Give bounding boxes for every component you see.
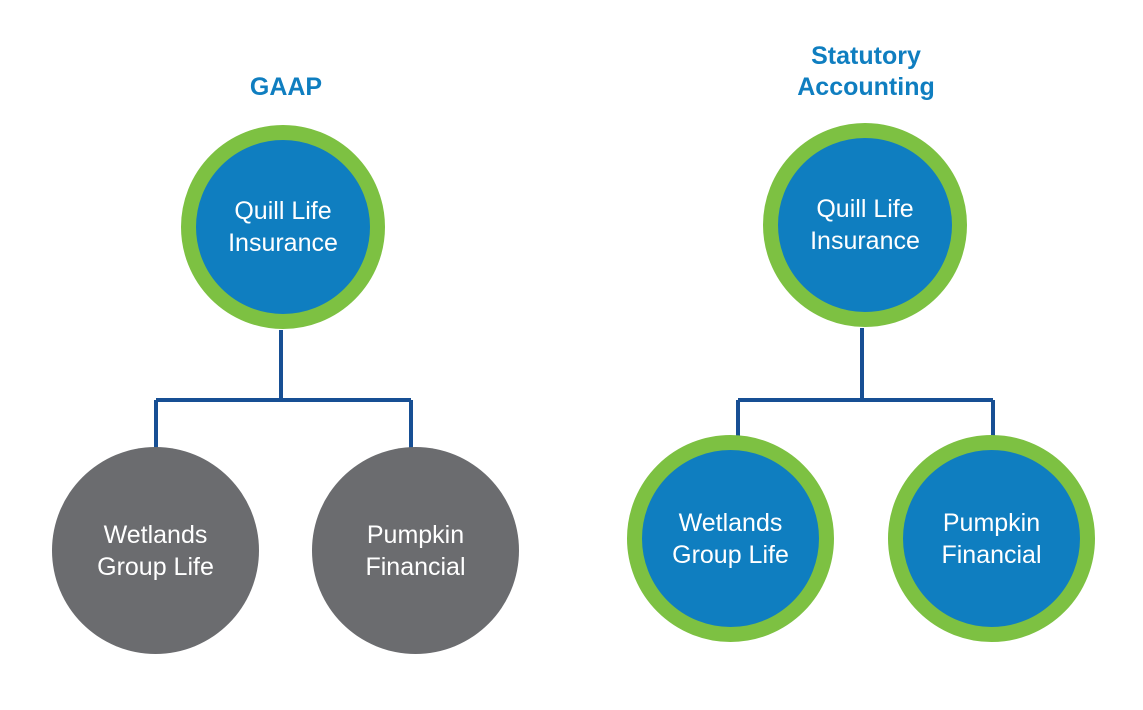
statutory-title-line1: Statutory	[811, 42, 921, 70]
gaap-child-left-label-line2: Group Life	[97, 552, 214, 581]
gaap-parent-label-line2: Insurance	[228, 229, 338, 257]
stat-child-right-label-line2: Financial	[941, 540, 1042, 569]
stat-parent-label-line2: Insurance	[810, 227, 920, 255]
statutory-title: Statutory Accounting	[746, 41, 986, 103]
gaap-child-left-node: Wetlands Group Life	[52, 447, 259, 654]
gaap-child-right-label: Pumpkin Financial	[365, 519, 465, 583]
gaap-parent-label: Quill Life Insurance	[228, 195, 338, 259]
gaap-parent-node: Quill Life Insurance	[181, 125, 385, 329]
stat-child-right-node: Pumpkin Financial	[888, 435, 1095, 642]
statutory-title-line2: Accounting	[797, 73, 935, 101]
stat-parent-label-line1: Quill Life	[816, 195, 914, 223]
gaap-child-right-label-line2: Financial	[365, 552, 466, 581]
gaap-child-right-node: Pumpkin Financial	[312, 447, 519, 654]
stat-parent-label: Quill Life Insurance	[810, 193, 920, 257]
gaap-title: GAAP	[186, 72, 386, 103]
gaap-title-text: GAAP	[249, 73, 323, 101]
stat-parent-node: Quill Life Insurance	[763, 123, 967, 327]
gaap-parent-label-line1: Quill Life	[234, 197, 332, 225]
stat-child-left-label-line2: Group Life	[672, 540, 789, 569]
stat-child-left-node: Wetlands Group Life	[627, 435, 834, 642]
stat-child-left-label: Wetlands Group Life	[672, 507, 789, 571]
stat-child-right-label: Pumpkin Financial	[941, 507, 1041, 571]
stat-child-left-label-line1: Wetlands	[678, 508, 783, 537]
gaap-child-left-label: Wetlands Group Life	[97, 519, 214, 583]
stat-child-right-label-line1: Pumpkin	[942, 508, 1041, 537]
gaap-child-left-label-line1: Wetlands	[103, 520, 208, 549]
gaap-child-right-label-line1: Pumpkin	[366, 520, 465, 549]
